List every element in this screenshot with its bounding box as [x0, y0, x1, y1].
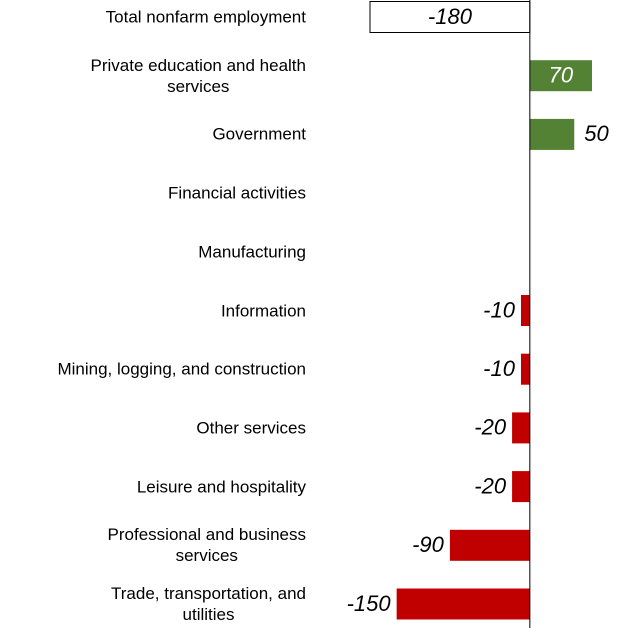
- bar: [512, 412, 530, 444]
- data-label: -150: [347, 591, 392, 616]
- category-label: Total nonfarm employment: [105, 7, 306, 27]
- data-label: -20: [474, 415, 507, 440]
- bar: [369, 1, 531, 33]
- data-label: -90: [412, 532, 445, 557]
- data-label: -10: [483, 297, 516, 322]
- bar: [520, 353, 530, 385]
- category-label: Information: [220, 301, 306, 320]
- category-label: Private education and health services: [90, 55, 307, 96]
- category-label: Trade, transportation, and utilities: [111, 584, 306, 624]
- data-label: -10: [483, 356, 516, 381]
- category-label: Mining, logging, and construction: [57, 359, 306, 379]
- data-label: 70: [549, 63, 574, 88]
- bar: [396, 588, 530, 620]
- category-label: Manufacturing: [198, 242, 306, 262]
- bar: [529, 118, 575, 150]
- category-label: Financial activities: [168, 183, 306, 203]
- data-label: -180: [428, 4, 473, 29]
- data-label: -20: [474, 473, 507, 498]
- bar: [529, 60, 592, 92]
- bar: [512, 471, 530, 503]
- category-label: Professional and business services: [107, 525, 306, 566]
- data-label: 50: [584, 121, 609, 146]
- category-label: Other services: [196, 418, 306, 438]
- category-label: Government: [212, 124, 306, 144]
- category-label: Leisure and hospitality: [136, 477, 306, 497]
- bar: [520, 295, 530, 326]
- bar: [449, 529, 530, 561]
